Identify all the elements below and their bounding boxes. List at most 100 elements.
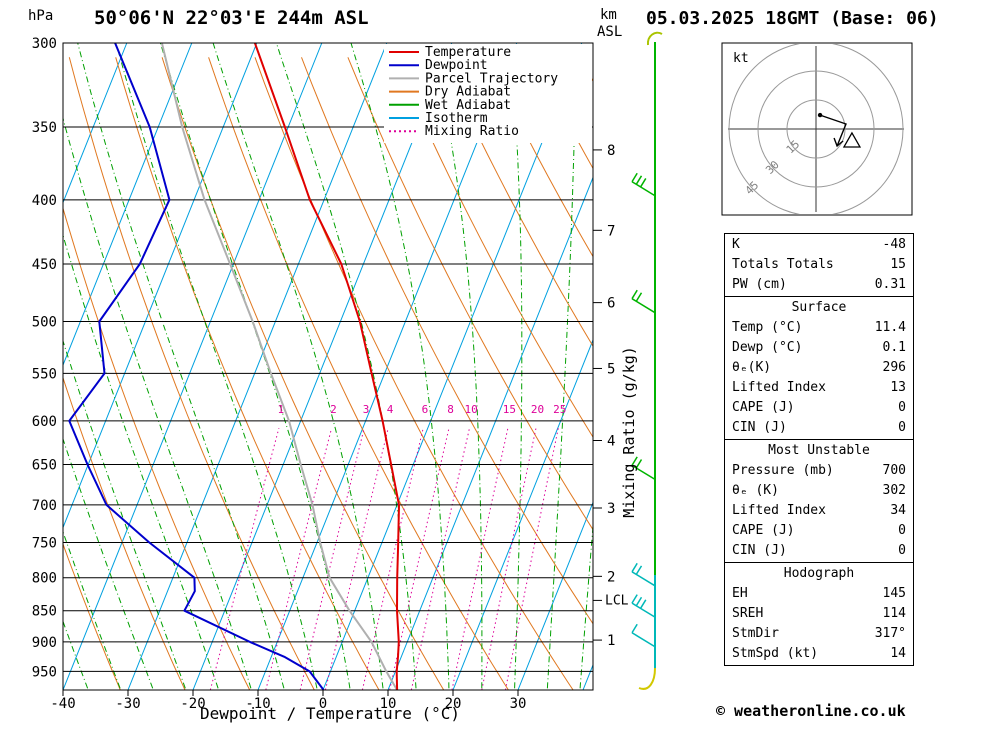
dry-adiabat-line <box>115 57 380 690</box>
mixing-ratio-label: 1 <box>277 403 284 416</box>
row-value: -48 <box>882 237 906 252</box>
table-row: StmDir 317° <box>725 624 913 644</box>
row-value: 0.1 <box>882 340 906 355</box>
wet-adiabat-line <box>115 43 318 689</box>
pressure-tick-label: 600 <box>32 414 57 430</box>
wet-adiabat-line <box>579 520 593 689</box>
mixing-ratio-axis-label: Mixing Ratio (g/kg) <box>620 346 638 518</box>
row-label: CIN (J) <box>732 543 787 558</box>
row-label: Lifted Index <box>732 503 826 518</box>
wind-barb <box>631 456 656 481</box>
table-row: CAPE (J) 0 <box>725 398 913 418</box>
isotherm-line <box>63 43 258 529</box>
km-tick-label: 8 <box>607 143 615 159</box>
mixing-ratio-labels: 1 2 3 4 6 8 10 15 20 25 <box>277 403 566 416</box>
legend-background <box>384 44 592 143</box>
wet-adiabat-line <box>546 43 577 689</box>
row-label: Temp (°C) <box>732 320 803 335</box>
temp-tick-label: -10 <box>245 696 270 712</box>
mixing-ratio-label: 2 <box>330 403 337 416</box>
wet-adiabat-line <box>212 43 384 689</box>
row-label: Totals Totals <box>732 257 834 272</box>
mixing-ratio-line <box>410 427 470 690</box>
legend-item-label: Parcel Trajectory <box>425 71 558 86</box>
pressure-tick-label: 650 <box>32 458 57 474</box>
table-row: PW (cm) 0.31 <box>725 275 913 295</box>
wind-barb <box>631 594 656 618</box>
wind-barb-column <box>631 31 663 690</box>
hodograph-trace-arrowhead <box>833 137 844 148</box>
wind-barb <box>631 289 656 314</box>
row-label: CAPE (J) <box>732 523 795 538</box>
isotherm-line <box>63 43 128 204</box>
km-tick-label: 1 <box>607 633 615 649</box>
wet-adiabat-line <box>63 437 154 689</box>
hodograph-ring <box>786 99 846 159</box>
background-grid <box>63 43 593 690</box>
row-label: Pressure (mb) <box>732 463 834 478</box>
legend-item-label: Wet Adiabat <box>425 98 511 113</box>
asl-axis-label: ASL <box>597 24 622 40</box>
table-row: Lifted Index 34 <box>725 501 913 521</box>
row-value: 0 <box>898 420 906 435</box>
pressure-tick-label: 700 <box>32 498 57 514</box>
row-label: SREH <box>732 606 764 621</box>
pressure-tick-label: 950 <box>32 664 57 680</box>
km-scale: 8 7 6 5 4 3 2 1 LCL <box>593 143 629 649</box>
plot-frame <box>62 42 594 691</box>
wet-adiabat-line <box>509 43 523 689</box>
pressure-tick-label: 850 <box>32 604 57 620</box>
pressure-tick-label: 900 <box>32 635 57 651</box>
dry-adiabat-line <box>68 57 315 690</box>
wet-adiabat-line <box>431 43 483 689</box>
row-value: 0 <box>898 400 906 415</box>
wind-staff-bottom-hook <box>638 667 656 690</box>
wet-adiabat-line <box>63 233 219 689</box>
dry-adiabat-line <box>161 57 445 690</box>
run-date: 05.03.2025 18GMT (Base: 06) <box>646 8 939 29</box>
row-label: StmDir <box>732 626 779 641</box>
km-tick-label: 2 <box>607 569 615 585</box>
table-row: θₑ (K) 302 <box>725 481 913 501</box>
row-label: PW (cm) <box>732 277 787 292</box>
pressure-unit-label: hPa <box>28 8 53 24</box>
wet-adiabat-line <box>63 116 252 689</box>
pressure-tick-label: 400 <box>32 193 57 209</box>
mixing-ratio-label: 3 <box>363 403 370 416</box>
km-tick-label: 5 <box>607 361 615 377</box>
temp-tick-label: 0 <box>319 696 327 712</box>
isotherm-line <box>63 43 193 367</box>
row-value: 302 <box>882 483 906 498</box>
dry-adiabat-line <box>440 57 593 348</box>
section-title: Hodograph <box>783 566 855 581</box>
dry-adiabat-line <box>63 376 186 690</box>
pressure-tick-label: 450 <box>32 257 57 273</box>
wind-barb <box>631 172 656 197</box>
row-value: 11.4 <box>874 320 906 335</box>
km-tick-label: 3 <box>607 501 615 517</box>
axis-labels: 3003504004505005506006507007508008509009… <box>32 36 527 712</box>
table-row: θₑ(K) 296 <box>725 358 913 378</box>
wind-barb <box>631 623 656 648</box>
row-value: 0 <box>898 543 906 558</box>
row-value: 15 <box>890 257 906 272</box>
pressure-tick-label: 550 <box>32 366 57 382</box>
hodograph-ring <box>757 70 875 188</box>
pressure-tick-label: 750 <box>32 536 57 552</box>
lcl-label: LCL <box>605 593 629 608</box>
row-label: Dewp (°C) <box>732 340 803 355</box>
row-label: Lifted Index <box>732 380 826 395</box>
legend-item-label: Temperature <box>425 45 511 60</box>
dry-adiabat-line <box>486 57 593 258</box>
table-row: SREH 114 <box>725 604 913 624</box>
dry-adiabat-line <box>63 542 121 690</box>
row-label: EH <box>732 586 748 601</box>
mixing-ratio-line <box>481 427 537 690</box>
isotherm-line <box>517 501 593 690</box>
mixing-ratio-line <box>361 427 424 690</box>
table-row: Lifted Index 13 <box>725 378 913 398</box>
dry-adiabat-line <box>63 206 251 690</box>
table-row: Temp (°C) 11.4 <box>725 318 913 338</box>
table-row: Pressure (mb) 700 <box>725 461 913 481</box>
